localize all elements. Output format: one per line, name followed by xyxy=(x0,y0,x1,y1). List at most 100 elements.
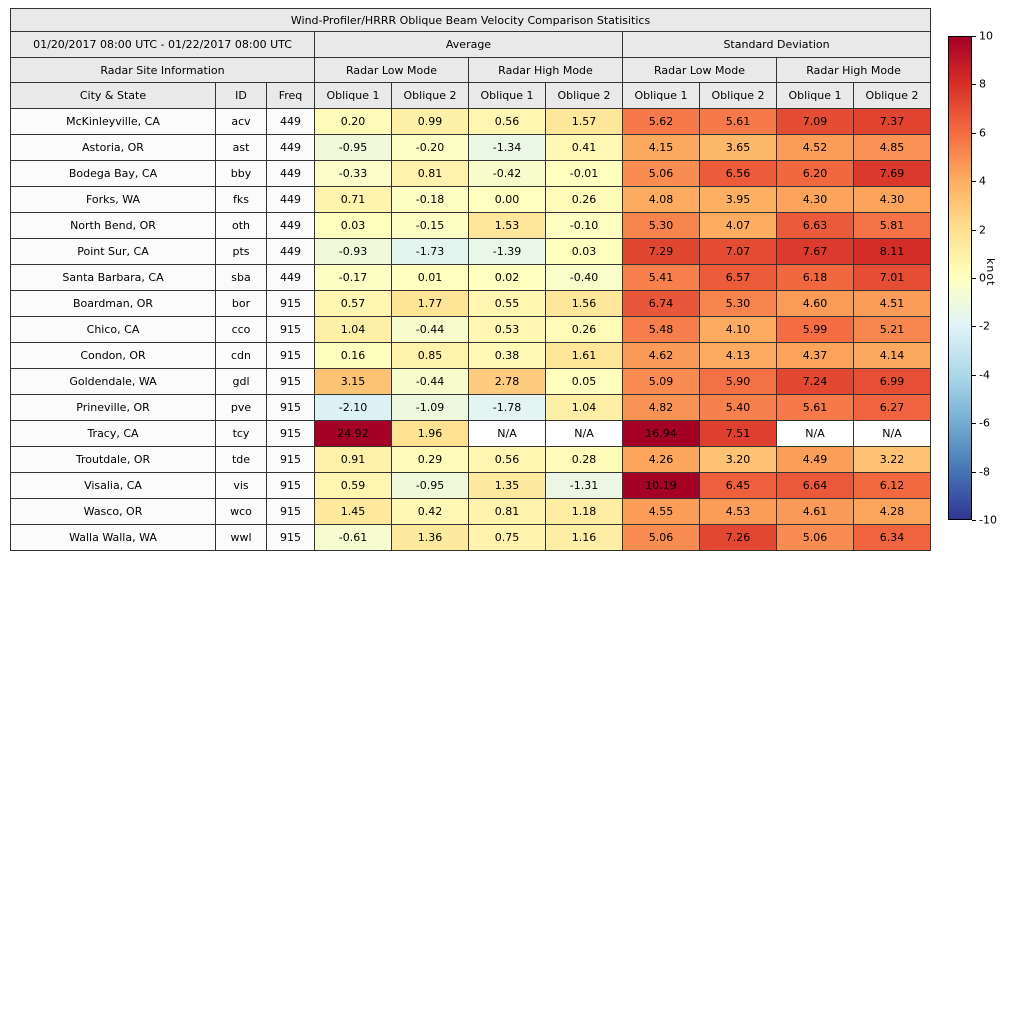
cell-value: 5.21 xyxy=(852,316,932,343)
cell-freq: 449 xyxy=(266,238,315,265)
date-range: 01/20/2017 08:00 UTC - 01/22/2017 08:00 … xyxy=(10,31,315,58)
cell-freq: 449 xyxy=(266,264,315,291)
cell-freq: 449 xyxy=(266,108,315,135)
cell-value: 4.85 xyxy=(852,134,932,161)
cell-value: -0.44 xyxy=(391,368,469,395)
cell-id: gdl xyxy=(215,368,267,395)
cell-value: 7.24 xyxy=(776,368,854,395)
cell-value: 5.61 xyxy=(699,108,777,135)
cell-value: -0.95 xyxy=(314,134,392,161)
table-row: Prineville, OR pve 915 -2.10 -1.09 -1.78 1.04 4… xyxy=(10,394,932,421)
colorbar-tick-label: -10 xyxy=(979,513,997,527)
cell-value: -0.01 xyxy=(545,160,623,187)
site-info-header: Radar Site Information xyxy=(10,57,315,83)
cell-value: 6.20 xyxy=(776,160,854,187)
cell-value: -0.40 xyxy=(545,264,623,291)
cell-value: 7.29 xyxy=(622,238,700,265)
cell-value: 5.62 xyxy=(622,108,700,135)
cell-value: 7.67 xyxy=(776,238,854,265)
cell-value: -0.15 xyxy=(391,212,469,239)
colorbar-tick-mark xyxy=(972,181,976,183)
group-std-header: Standard Deviation xyxy=(621,31,932,58)
table-row: McKinleyville, CA acv 449 0.20 0.99 0.56 1.57 5… xyxy=(10,108,932,135)
cell-id: sba xyxy=(215,264,267,291)
cell-value: 4.52 xyxy=(776,134,854,161)
cell-city: Tracy, CA xyxy=(10,420,216,447)
colorbar-tick-label: 6 xyxy=(979,126,986,140)
cell-value: 0.01 xyxy=(391,264,469,291)
table-row: Wasco, OR wco 915 1.45 0.42 0.81 1.18 4.55 4.53 4… xyxy=(10,498,932,525)
cell-id: cdn xyxy=(215,342,267,369)
cell-city: Astoria, OR xyxy=(10,134,216,161)
cell-value: 0.03 xyxy=(545,238,623,265)
cell-value: -0.61 xyxy=(314,524,392,551)
colorbar-tick-mark xyxy=(972,84,976,86)
table-row: Santa Barbara, CA sba 449 -0.17 0.01 0.02 -0.4… xyxy=(10,264,932,291)
table-row: Troutdale, OR tde 915 0.91 0.29 0.56 0.28 4.26 3… xyxy=(10,446,932,473)
colorbar-tick-label: -8 xyxy=(979,465,990,479)
cell-value: 2.78 xyxy=(468,368,546,395)
col-oblique1-header: Oblique 1 xyxy=(468,82,546,109)
cell-value: N/A xyxy=(545,420,623,447)
cell-value: 1.77 xyxy=(391,290,469,317)
cell-id: bor xyxy=(215,290,267,317)
cell-city: Prineville, OR xyxy=(10,394,216,421)
colorbar-tick-mark xyxy=(972,471,976,473)
cell-value: 0.91 xyxy=(314,446,392,473)
cell-id: vis xyxy=(215,472,267,499)
cell-city: Santa Barbara, CA xyxy=(10,264,216,291)
cell-value: 1.35 xyxy=(468,472,546,499)
cell-id: wco xyxy=(215,498,267,525)
cell-value: 7.51 xyxy=(699,420,777,447)
cell-id: fks xyxy=(215,186,267,213)
col-oblique2-header: Oblique 2 xyxy=(699,82,777,109)
cell-freq: 449 xyxy=(266,212,315,239)
table-row: Goldendale, WA gdl 915 3.15 -0.44 2.78 0.05 5.0… xyxy=(10,368,932,395)
cell-city: North Bend, OR xyxy=(10,212,216,239)
cell-city: Forks, WA xyxy=(10,186,216,213)
cell-city: Visalia, CA xyxy=(10,472,216,499)
colorbar-tick-label: 0 xyxy=(979,271,986,285)
colorbar-tick-label: 8 xyxy=(979,77,986,91)
cell-value: 4.61 xyxy=(776,498,854,525)
cell-freq: 915 xyxy=(266,368,315,395)
cell-city: Condon, OR xyxy=(10,342,216,369)
colorbar-tick-mark xyxy=(972,229,976,231)
cell-value: 5.06 xyxy=(776,524,854,551)
col-oblique1-header: Oblique 1 xyxy=(622,82,700,109)
cell-freq: 915 xyxy=(266,498,315,525)
title-row: Wind-Profiler/HRRR Oblique Beam Velocity… xyxy=(9,8,932,32)
cell-value: 7.37 xyxy=(852,108,932,135)
table-title: Wind-Profiler/HRRR Oblique Beam Velocity… xyxy=(9,8,932,32)
colorbar-tick-mark xyxy=(972,374,976,376)
cell-freq: 449 xyxy=(266,134,315,161)
cell-value: 0.42 xyxy=(391,498,469,525)
cell-value: 4.26 xyxy=(622,446,700,473)
cell-city: Chico, CA xyxy=(10,316,216,343)
cell-freq: 915 xyxy=(266,524,315,551)
cell-value: -0.17 xyxy=(314,264,392,291)
cell-id: cco xyxy=(215,316,267,343)
table-row: Condon, OR cdn 915 0.16 0.85 0.38 1.61 4.62 4.13… xyxy=(10,342,932,369)
cell-value: 1.45 xyxy=(314,498,392,525)
cell-value: 5.09 xyxy=(622,368,700,395)
cell-value: 0.00 xyxy=(468,186,546,213)
cell-value: 24.92 xyxy=(314,420,392,447)
cell-id: pts xyxy=(215,238,267,265)
colorbar-tick-mark xyxy=(972,423,976,425)
cell-value: 4.10 xyxy=(699,316,777,343)
cell-value: 4.60 xyxy=(776,290,854,317)
cell-value: -2.10 xyxy=(314,394,392,421)
cell-value: -1.78 xyxy=(468,394,546,421)
cell-city: McKinleyville, CA xyxy=(10,108,216,135)
cell-value: -0.20 xyxy=(391,134,469,161)
avg-high-mode-header: Radar High Mode xyxy=(468,57,623,83)
cell-value: 4.55 xyxy=(622,498,700,525)
cell-value: 4.13 xyxy=(699,342,777,369)
cell-id: acv xyxy=(215,108,267,135)
cell-value: 0.05 xyxy=(545,368,623,395)
cell-value: 5.40 xyxy=(699,394,777,421)
cell-value: 6.74 xyxy=(622,290,700,317)
cell-value: -0.18 xyxy=(391,186,469,213)
cell-value: 0.26 xyxy=(545,186,623,213)
